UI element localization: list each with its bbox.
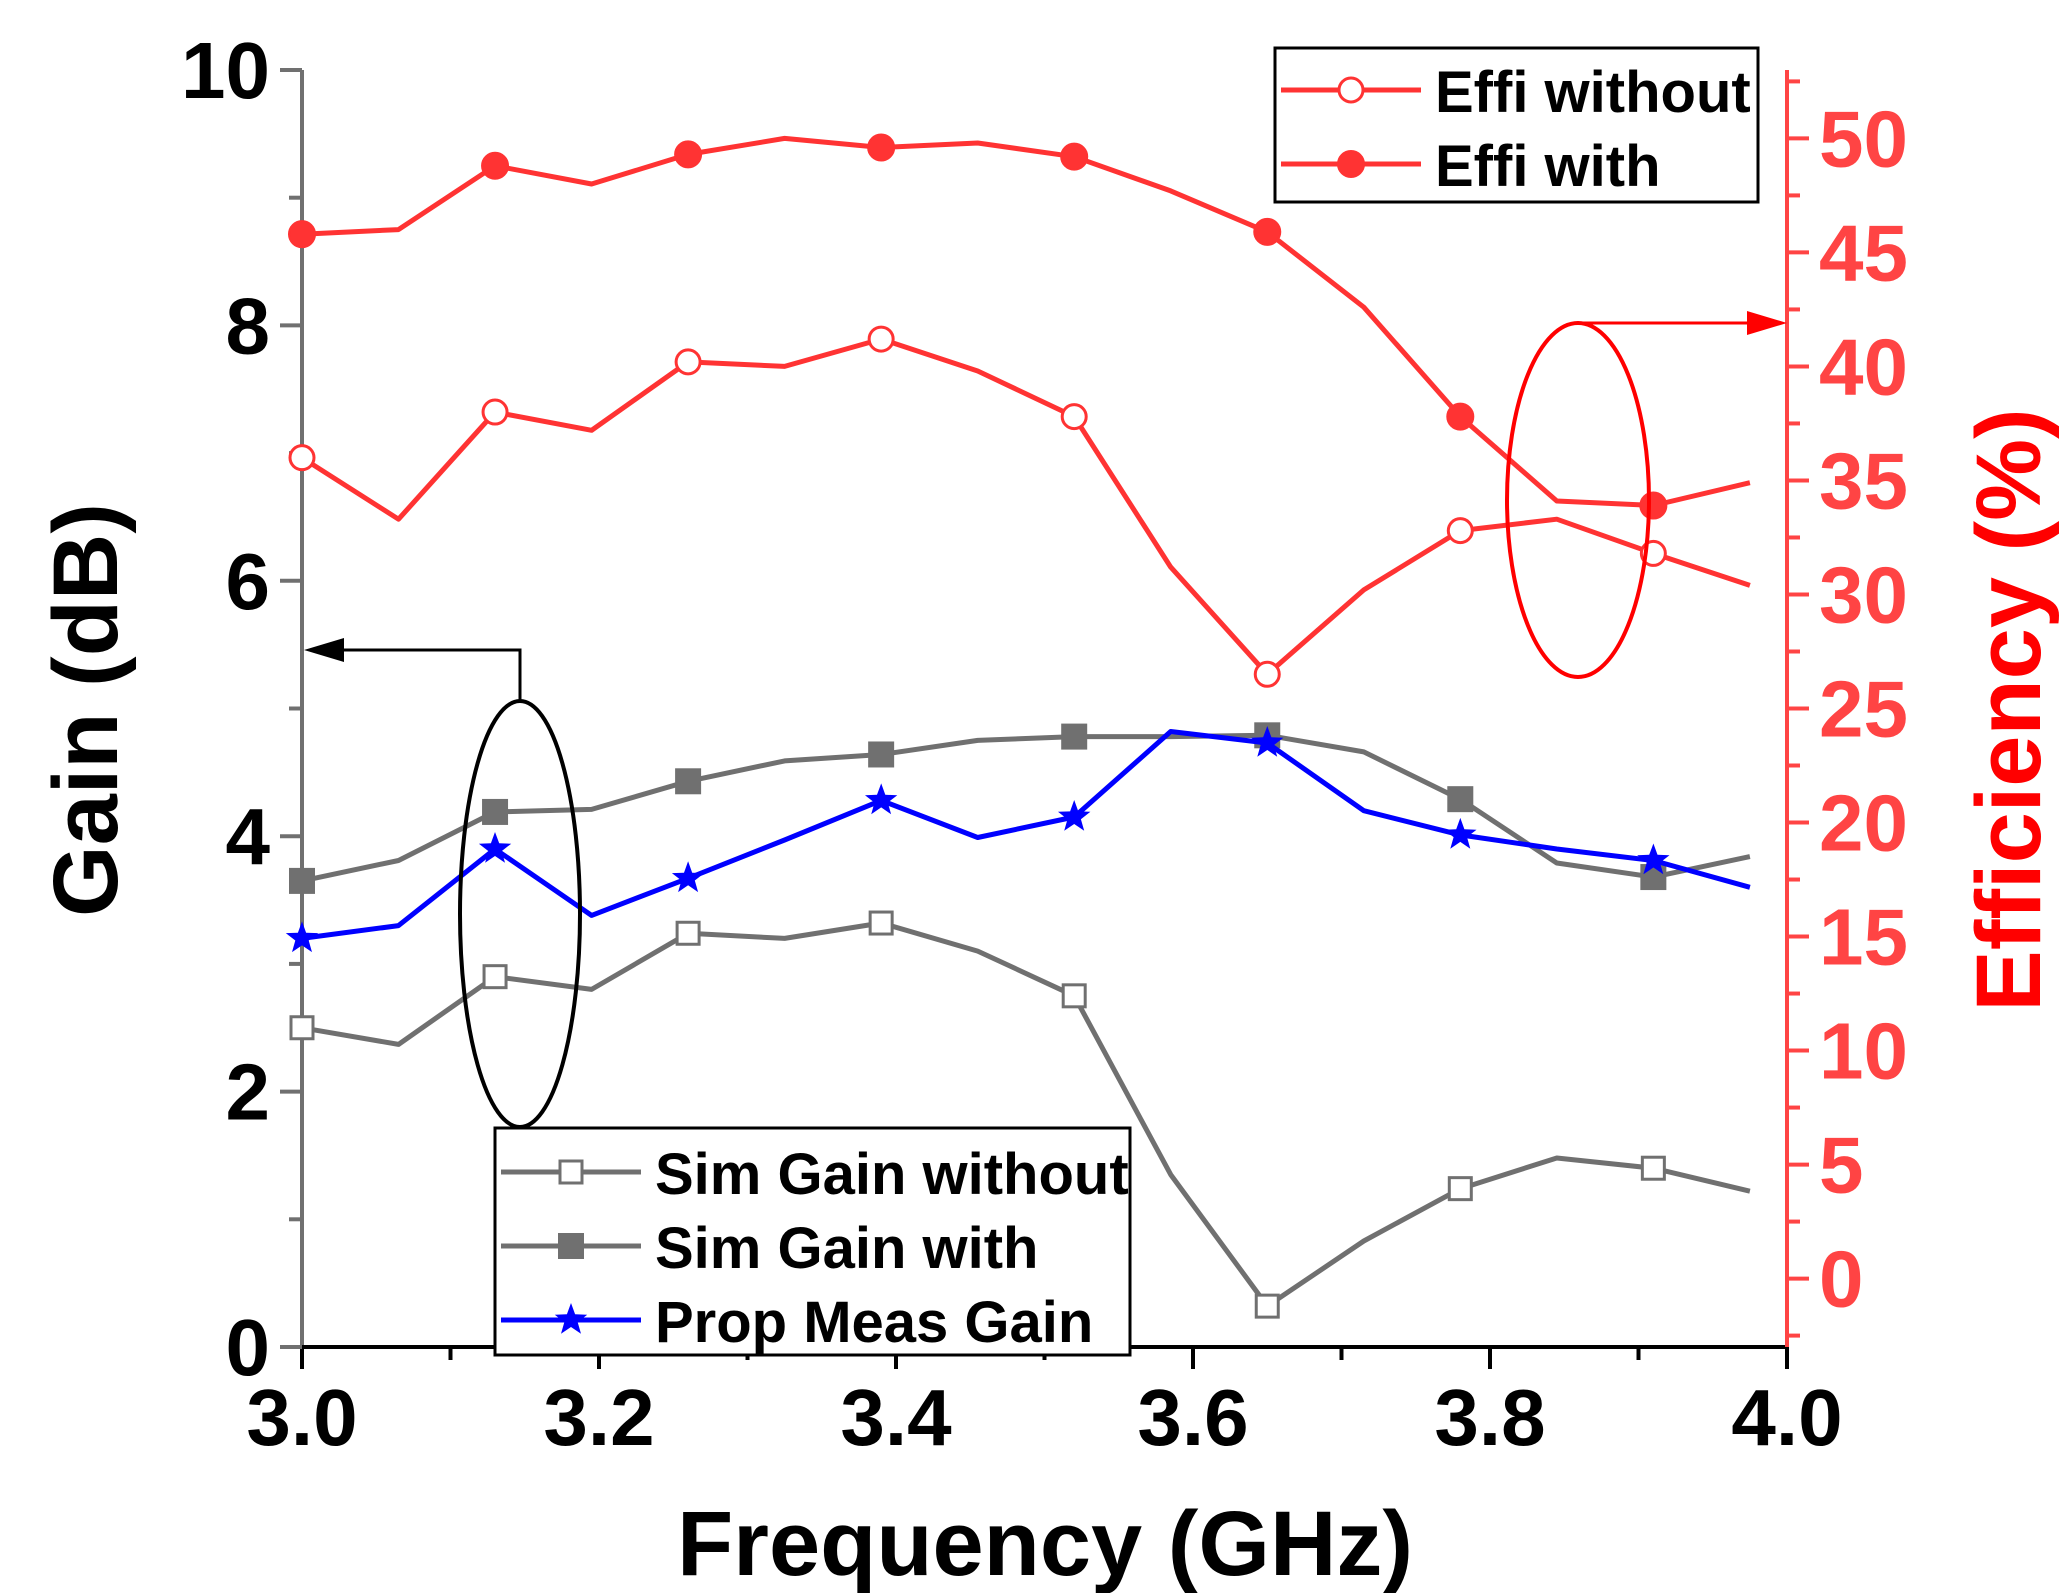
legend-gain: Sim Gain without Sim Gain with Prop Meas G… — [493, 1126, 1132, 1357]
data-point — [1447, 786, 1474, 813]
y2-tick-label: 50 — [1819, 94, 1908, 183]
legend-item: Sim Gain without — [501, 1142, 1129, 1207]
x-tick-label: 3.4 — [840, 1373, 952, 1462]
gain-arrow-head — [304, 638, 344, 662]
data-point — [868, 910, 894, 936]
series-prop-meas-gain — [285, 726, 1751, 953]
data-point — [1640, 1155, 1666, 1181]
y2-tick-label: 25 — [1819, 665, 1908, 754]
data-point — [1444, 817, 1477, 849]
legend-efficiency: Effi without Effi with — [1273, 46, 1760, 204]
y-tick-label: 10 — [181, 26, 270, 115]
data-point — [289, 1015, 315, 1041]
data-point — [554, 1303, 588, 1334]
data-point — [1060, 142, 1089, 171]
data-point — [1337, 150, 1365, 178]
y2-tick-label: 15 — [1819, 893, 1908, 982]
y-tick-label: 8 — [226, 281, 271, 370]
legend-label: Sim Gain with — [655, 1216, 1039, 1281]
y2-tick-label: 45 — [1819, 208, 1908, 297]
y-axis-label: Gain (dB) — [35, 503, 137, 917]
legend-item: Effi with — [1281, 134, 1661, 199]
legend-box — [1273, 46, 1760, 204]
legend-label: Effi without — [1435, 60, 1751, 125]
data-point — [675, 768, 702, 795]
data-point — [482, 964, 508, 990]
y2-axis-label: Efficiency (%) — [1958, 408, 2060, 1011]
series-line — [300, 336, 1751, 677]
y2-tick-label: 20 — [1819, 779, 1908, 868]
gain-arrow-line — [338, 648, 522, 701]
data-point — [1640, 864, 1667, 891]
y-tick-label: 6 — [226, 537, 271, 626]
legend-label: Sim Gain without — [655, 1142, 1129, 1207]
data-point — [1337, 76, 1365, 104]
x-axis-label: Frequency (GHz) — [677, 1493, 1413, 1593]
data-point — [865, 783, 898, 815]
series-sim-gain-without — [289, 910, 1751, 1319]
data-point — [481, 151, 510, 180]
data-point — [1061, 723, 1088, 750]
data-point — [868, 741, 895, 768]
legend-item: Sim Gain with — [501, 1216, 1039, 1281]
legend-label: Effi with — [1435, 134, 1661, 199]
y2-tick-label: 5 — [1819, 1121, 1864, 1210]
series-line — [301, 920, 1751, 1309]
data-point — [1446, 517, 1474, 545]
data-point — [1251, 726, 1284, 757]
data-point — [1637, 843, 1670, 875]
legend-item: Prop Meas Gain — [501, 1290, 1093, 1355]
x-tick-label: 3.6 — [1137, 1373, 1248, 1462]
y2-tick-label: 30 — [1819, 550, 1908, 639]
data-point — [478, 832, 512, 863]
data-point — [1254, 1293, 1280, 1319]
data-point — [674, 348, 702, 376]
data-point — [1253, 217, 1282, 246]
data-point — [675, 920, 701, 946]
x-tick-label: 3.2 — [543, 1373, 654, 1462]
data-point — [1061, 983, 1087, 1009]
data-point — [482, 798, 509, 825]
data-point — [1447, 1176, 1473, 1202]
data-point — [1058, 800, 1091, 831]
y-tick-label: 2 — [226, 1048, 271, 1137]
series-layer — [285, 133, 1751, 1319]
series-line — [301, 732, 1751, 884]
x-tick-label: 4.0 — [1731, 1373, 1842, 1462]
data-point — [1446, 402, 1475, 431]
y2-tick-label: 10 — [1819, 1007, 1908, 1096]
legend-box — [493, 1126, 1132, 1357]
legend-label: Prop Meas Gain — [655, 1290, 1093, 1355]
data-point — [867, 133, 896, 162]
y2-tick-label: 0 — [1819, 1235, 1864, 1324]
legend-item: Effi without — [1281, 60, 1751, 125]
data-point — [674, 140, 703, 169]
data-point — [867, 325, 895, 353]
gain-ellipse — [458, 699, 582, 1129]
axes: 3.0 3.2 3.4 3.6 3.8 4.0 0 2 4 6 8 10 0 5 10 15 20 25 30 35 4… — [181, 26, 1908, 1462]
data-point — [285, 921, 319, 953]
data-point — [1253, 660, 1281, 688]
efficiency-arrow-head — [1747, 311, 1787, 335]
data-point — [558, 1159, 584, 1185]
data-point — [1639, 491, 1668, 520]
y-tick-label: 4 — [226, 792, 271, 881]
data-point — [289, 867, 315, 894]
legend-layer: Sim Gain without Sim Gain with Prop Meas G… — [493, 46, 1760, 1357]
series-sim-gain-with — [289, 722, 1751, 894]
y2-tick-label: 35 — [1819, 436, 1908, 525]
data-point — [671, 861, 705, 893]
x-tick-label: 3.8 — [1434, 1373, 1545, 1462]
data-point — [481, 398, 509, 426]
series-line — [301, 729, 1751, 941]
x-tick-label: 3.0 — [246, 1373, 357, 1462]
y2-tick-label: 40 — [1819, 322, 1908, 411]
data-point — [1060, 403, 1088, 431]
y-tick-label: 0 — [226, 1303, 271, 1392]
data-point — [288, 444, 316, 472]
data-point — [288, 220, 316, 249]
data-point — [558, 1233, 584, 1259]
annotation-layer — [304, 311, 1787, 1129]
